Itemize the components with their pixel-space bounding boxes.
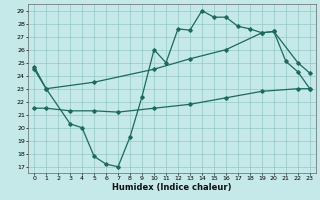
X-axis label: Humidex (Indice chaleur): Humidex (Indice chaleur) — [112, 183, 232, 192]
